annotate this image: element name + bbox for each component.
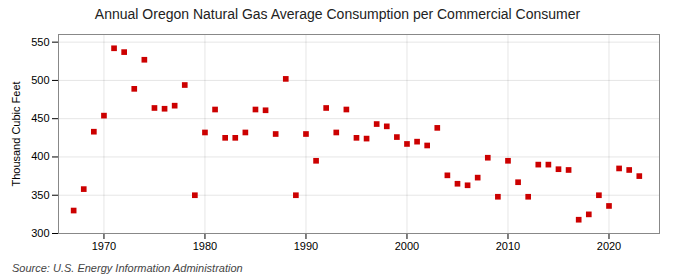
svg-text:350: 350 (31, 189, 49, 201)
svg-text:500: 500 (31, 74, 49, 86)
svg-text:300: 300 (31, 227, 49, 239)
svg-text:400: 400 (31, 150, 49, 162)
svg-text:1980: 1980 (193, 240, 217, 252)
svg-text:1970: 1970 (92, 240, 116, 252)
svg-text:550: 550 (31, 36, 49, 48)
svg-text:Thousand Cubic Feet: Thousand Cubic Feet (10, 81, 22, 186)
svg-text:1990: 1990 (294, 240, 318, 252)
svg-text:2020: 2020 (597, 240, 621, 252)
svg-text:2010: 2010 (496, 240, 520, 252)
svg-text:450: 450 (31, 112, 49, 124)
svg-text:2000: 2000 (395, 240, 419, 252)
html-text:Source: U.S. Energy Informatio: Source: U.S. Energy Information Administ… (12, 262, 243, 274)
html-text:Annual Oregon Natural Gas Aver: Annual Oregon Natural Gas Average Consum… (94, 6, 581, 22)
